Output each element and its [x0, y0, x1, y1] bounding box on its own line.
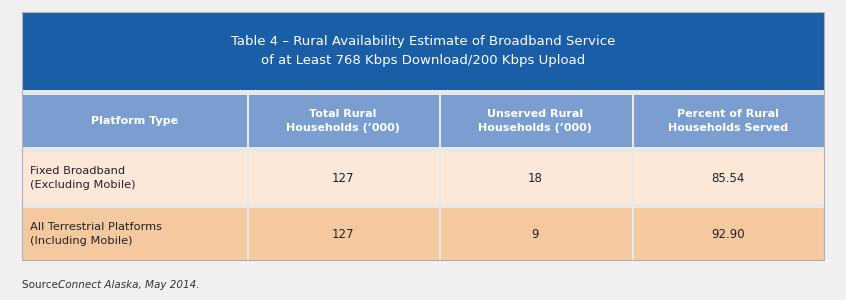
Bar	[22, 12, 824, 90]
Bar	[439, 95, 441, 147]
Bar	[631, 208, 824, 260]
Bar	[631, 95, 824, 147]
Text: Table 4 – Rural Availability Estimate of Broadband Service
of at Least 768 Kbps : Table 4 – Rural Availability Estimate of…	[231, 35, 615, 67]
Bar	[22, 147, 824, 152]
Bar	[439, 208, 441, 260]
Text: 18: 18	[528, 172, 543, 184]
Text: Platform Type: Platform Type	[91, 116, 178, 126]
Bar	[631, 152, 634, 204]
Text: 127: 127	[332, 172, 354, 184]
Bar	[439, 95, 631, 147]
Bar	[246, 208, 439, 260]
Text: Total Rural
Households (’000): Total Rural Households (’000)	[286, 110, 400, 133]
Bar	[22, 152, 246, 204]
Text: Fixed Broadband
(Excluding Mobile): Fixed Broadband (Excluding Mobile)	[30, 167, 135, 190]
Bar	[439, 152, 631, 204]
Bar	[22, 95, 246, 147]
Text: Percent of Rural
Households Served: Percent of Rural Households Served	[667, 110, 788, 133]
Text: All Terrestrial Platforms
(Including Mobile): All Terrestrial Platforms (Including Mob…	[30, 222, 162, 246]
Bar	[439, 152, 441, 204]
Bar	[246, 95, 249, 147]
Bar	[22, 90, 824, 95]
Bar	[631, 95, 634, 147]
Bar	[246, 152, 249, 204]
Bar	[439, 208, 631, 260]
Bar	[246, 208, 249, 260]
Text: Connect Alaska, May 2014.: Connect Alaska, May 2014.	[58, 280, 200, 290]
Bar	[631, 208, 634, 260]
Text: 85.54: 85.54	[711, 172, 744, 184]
Text: 92.90: 92.90	[711, 227, 744, 241]
Bar	[631, 152, 824, 204]
Bar	[246, 95, 439, 147]
Text: 127: 127	[332, 227, 354, 241]
Text: Unserved Rural
Households (’000): Unserved Rural Households (’000)	[478, 110, 592, 133]
Text: 9: 9	[531, 227, 539, 241]
Bar	[22, 204, 824, 208]
Bar	[246, 152, 439, 204]
Bar	[22, 12, 824, 260]
Text: Source:: Source:	[22, 280, 65, 290]
Bar	[22, 208, 246, 260]
